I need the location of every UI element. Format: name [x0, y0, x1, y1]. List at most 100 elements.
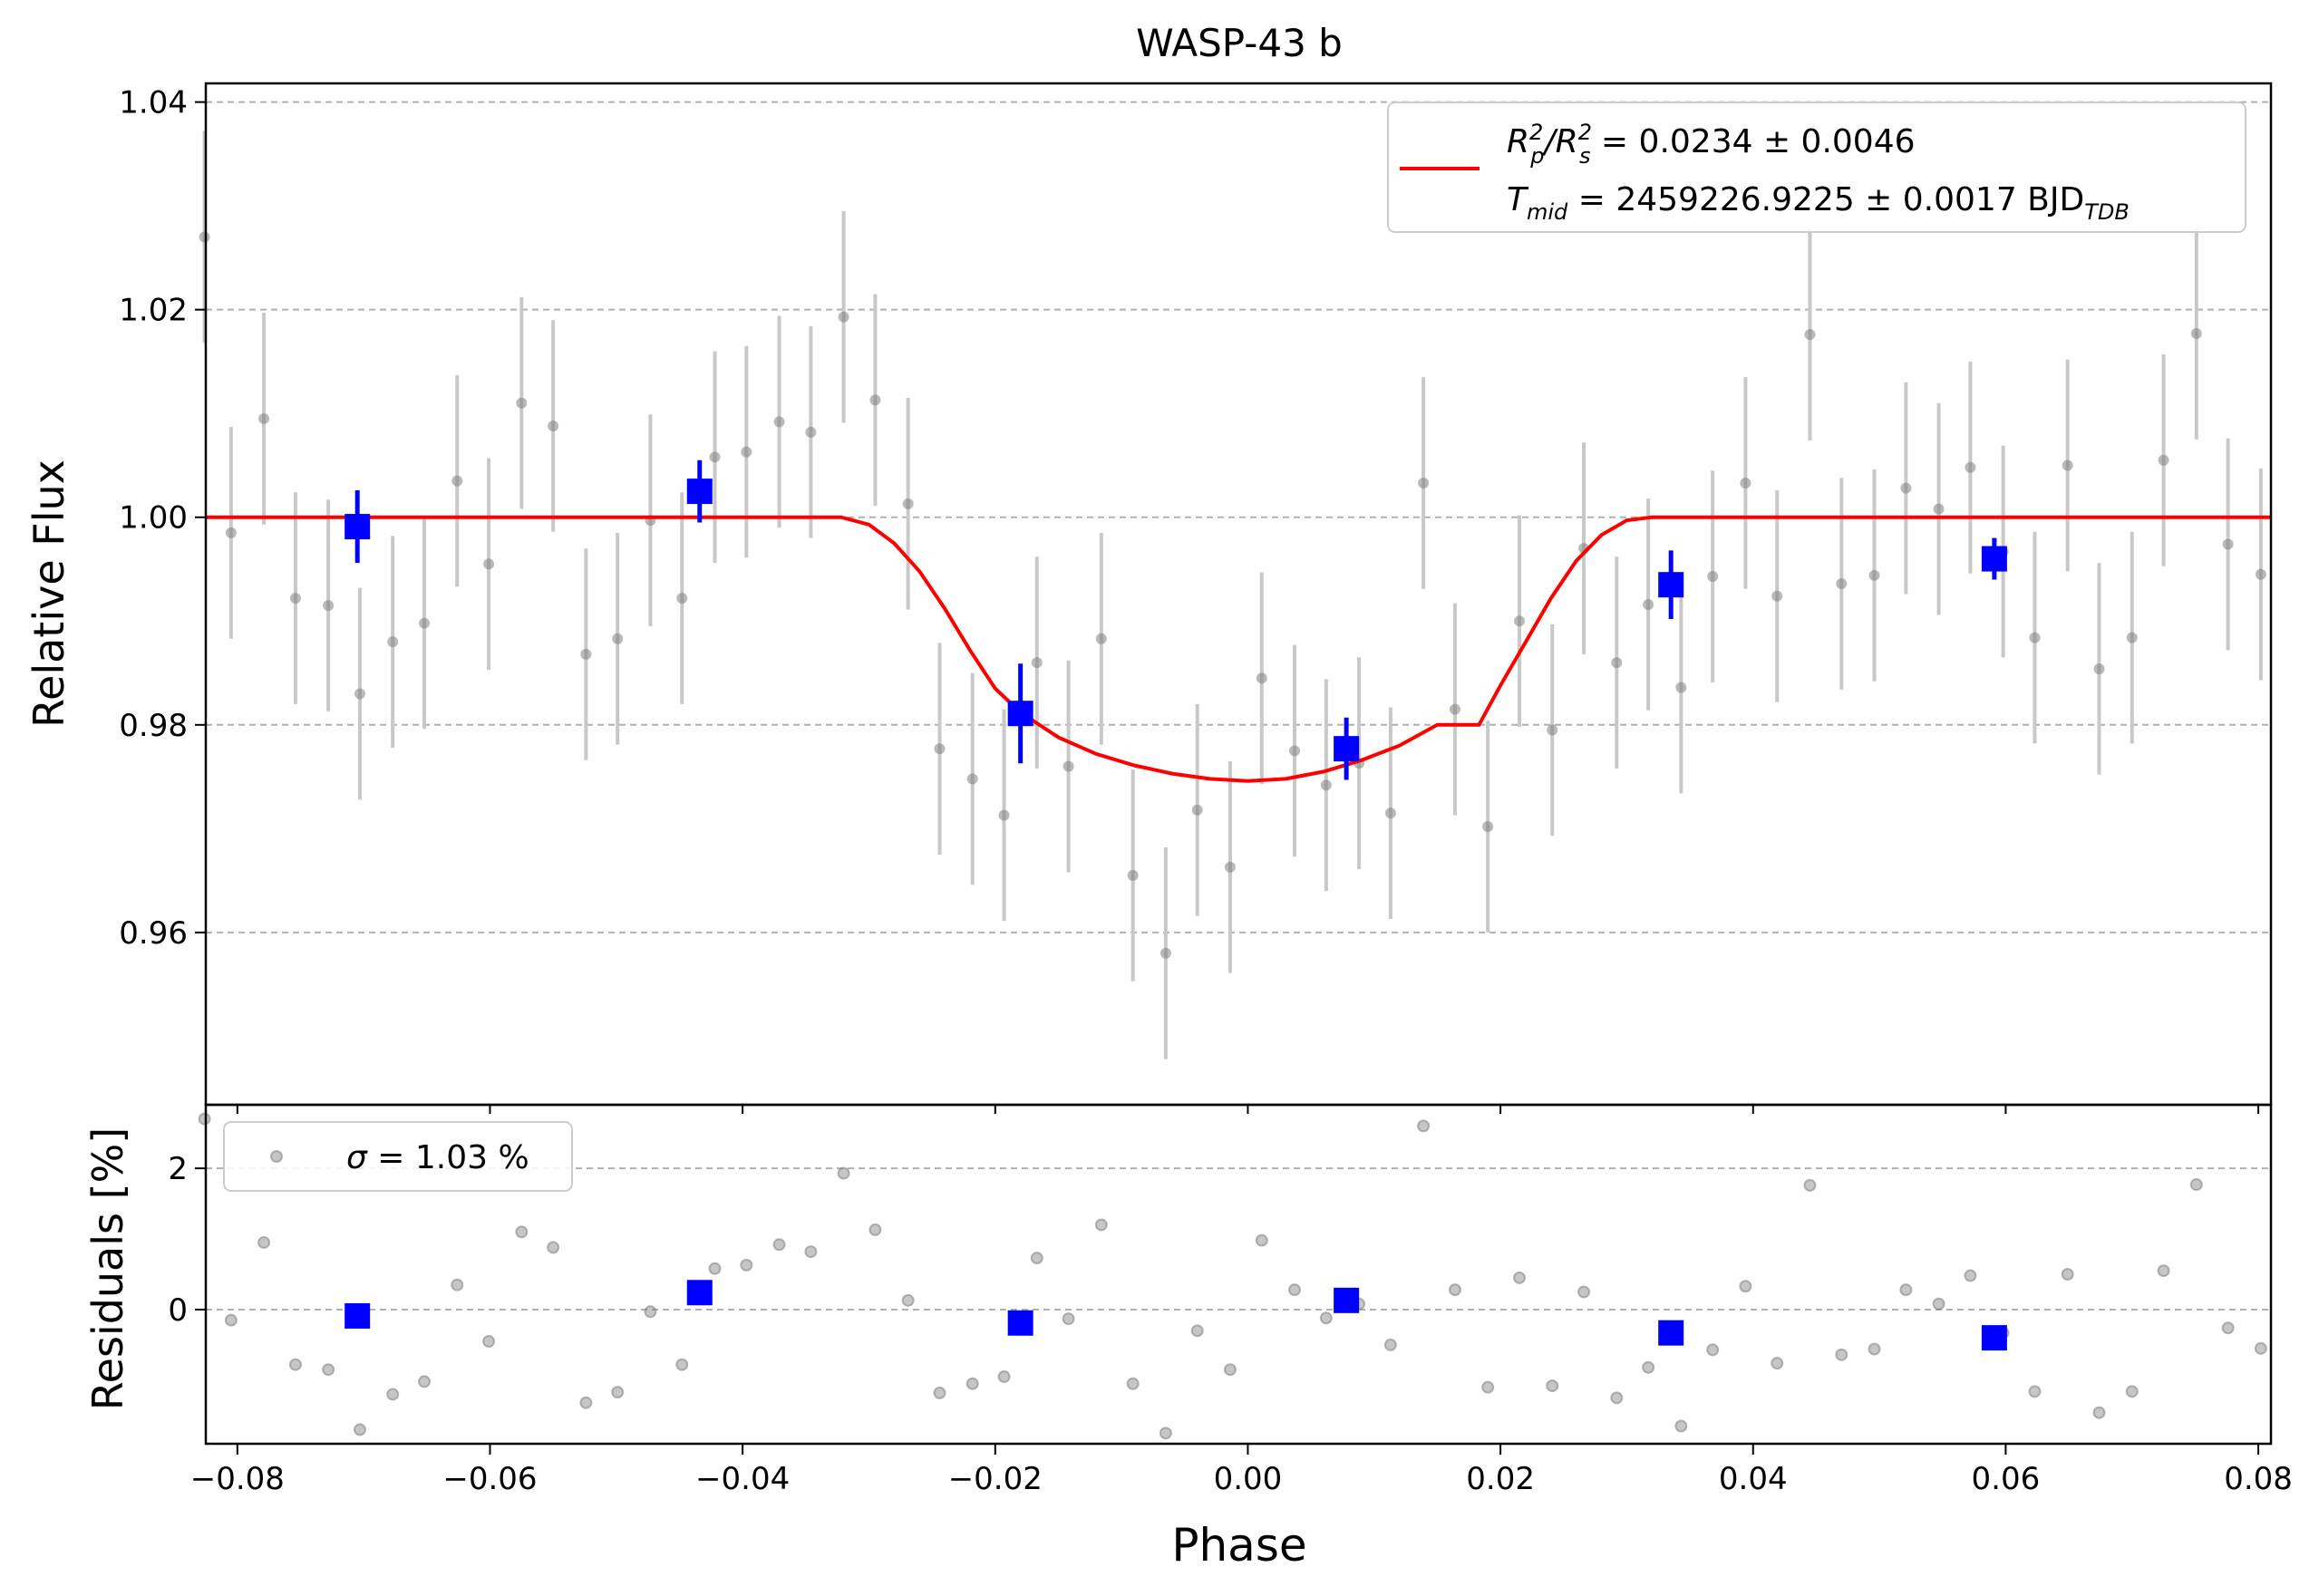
main-y-tick-label: 0.98 — [119, 708, 188, 744]
residual-point — [2061, 1268, 2074, 1281]
residual-point — [772, 1238, 786, 1252]
data-point — [1418, 477, 1430, 488]
data-point — [709, 451, 721, 463]
main-legend: R2 p/R2 s = 0.0234 ± 0.0046 Tmid = 2459226… — [1387, 102, 2246, 233]
residual-point — [353, 1423, 366, 1436]
main-y-tick-label: 1.04 — [119, 85, 188, 121]
binned-point — [344, 514, 371, 540]
legend-sigma-label: σ = 1.03 % — [346, 1139, 529, 1176]
residual-binned-point — [344, 1302, 371, 1329]
data-point — [1965, 461, 1976, 473]
residual-point — [288, 1358, 302, 1371]
x-tick-label: 0.04 — [1719, 1461, 1788, 1497]
residual-point — [2125, 1385, 2139, 1398]
data-point — [1160, 947, 1171, 959]
residual-point — [740, 1258, 753, 1272]
residual-point — [1674, 1419, 1688, 1433]
data-point — [1933, 503, 1945, 515]
data-point — [258, 412, 270, 424]
residual-y-ticks: 02 — [168, 1151, 206, 1329]
data-point — [612, 633, 624, 644]
residual-point — [1030, 1252, 1043, 1265]
legend-mid-time-label: Tmid = 2459226.9225 ± 0.0017 BJDTDB — [1507, 181, 2130, 225]
data-point — [805, 426, 817, 438]
residual-plot-frame — [204, 1103, 2273, 1446]
residual-y-tick-label: 0 — [168, 1292, 188, 1329]
residual-point — [1383, 1338, 1397, 1351]
data-point — [1031, 657, 1043, 669]
residual-point — [1062, 1312, 1075, 1326]
residual-binned-point — [1007, 1310, 1033, 1336]
data-point — [1191, 804, 1203, 816]
binned-point — [1658, 572, 1684, 598]
data-point — [1771, 590, 1783, 602]
residual-data-points — [198, 1112, 2267, 1440]
residual-point — [868, 1223, 882, 1236]
data-point — [869, 394, 881, 406]
data-point — [1740, 477, 1751, 488]
residual-point — [1835, 1348, 1848, 1361]
binned-point — [1981, 546, 2007, 572]
transit-model-line — [206, 515, 2271, 783]
main-y-tick-label: 1.02 — [119, 293, 188, 329]
data-point — [2158, 454, 2169, 466]
residual-point — [1868, 1342, 1881, 1356]
residual-point — [1513, 1271, 1527, 1284]
residual-point — [1899, 1283, 1913, 1297]
residual-point — [1094, 1218, 1108, 1232]
data-point — [1675, 682, 1687, 693]
residual-point — [1932, 1297, 1945, 1311]
main-data-points — [199, 231, 2266, 959]
residual-gridlines — [206, 1167, 2271, 1311]
residual-point — [1417, 1119, 1431, 1133]
residual-binned-point — [1658, 1320, 1684, 1346]
residual-point — [965, 1377, 979, 1390]
data-point — [483, 558, 495, 570]
data-point — [2255, 568, 2266, 580]
residual-point — [1288, 1283, 1302, 1297]
residual-y-axis-label: Residuals [%] — [83, 1127, 132, 1410]
data-point — [1514, 615, 1526, 627]
data-point — [1707, 571, 1719, 583]
residual-point — [579, 1396, 593, 1409]
residual-binned-point — [1334, 1287, 1360, 1313]
residual-point — [2221, 1321, 2235, 1335]
residual-point — [418, 1375, 432, 1388]
x-axis-label: Phase — [1171, 1519, 1306, 1572]
data-point — [1224, 861, 1236, 873]
data-point — [838, 311, 849, 323]
data-point — [1836, 578, 1848, 590]
residual-point — [1610, 1391, 1624, 1405]
data-point — [1804, 329, 1816, 341]
data-point — [1900, 482, 1912, 494]
data-point — [1547, 724, 1558, 736]
x-tick-label: 0.06 — [1972, 1461, 2041, 1497]
data-point — [966, 773, 978, 785]
data-point — [1062, 760, 1074, 772]
data-point — [516, 397, 528, 409]
data-point — [2190, 328, 2202, 340]
residual-point — [257, 1235, 271, 1249]
residual-point — [2092, 1406, 2106, 1419]
residual-point — [901, 1293, 915, 1307]
x-tick-label: −0.02 — [948, 1461, 1043, 1497]
residual-point — [386, 1388, 400, 1401]
binned-point — [1334, 736, 1360, 762]
data-point — [1320, 779, 1332, 791]
data-point — [1449, 703, 1460, 715]
data-point — [387, 636, 399, 648]
data-point — [773, 416, 785, 428]
data-point — [676, 593, 688, 605]
data-point — [1289, 745, 1301, 757]
residual-y-tick-label: 2 — [168, 1151, 188, 1187]
data-point — [934, 743, 946, 755]
binned-point — [1007, 701, 1033, 727]
legend-radius-ratio-label: R2 p/R2 s = 0.0234 ± 0.0046 — [1507, 120, 1916, 169]
residual-point — [1126, 1377, 1140, 1390]
x-tick-label: −0.04 — [695, 1461, 790, 1497]
residual-point — [997, 1369, 1011, 1383]
chart-title: WASP-43 b — [1136, 21, 1343, 65]
residual-point — [708, 1262, 722, 1275]
residual-point — [611, 1386, 625, 1399]
